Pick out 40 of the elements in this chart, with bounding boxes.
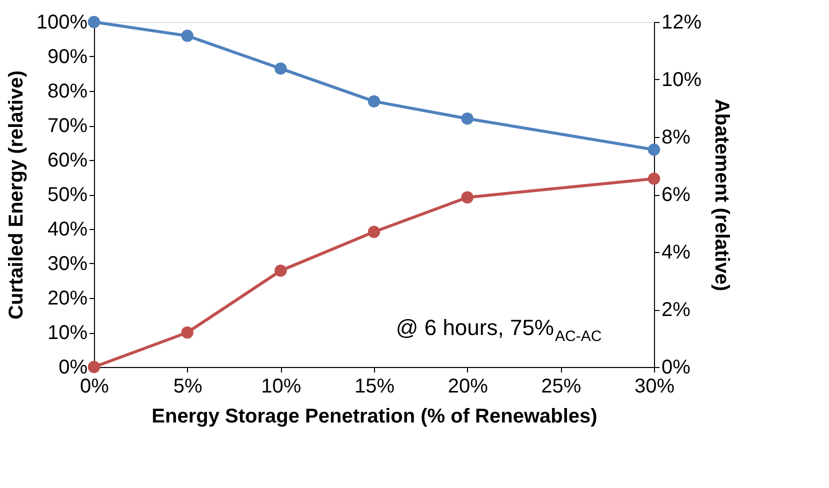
y-tick-label: 90% xyxy=(47,46,88,68)
y-axis-title: Curtailed Energy (relative) xyxy=(5,70,28,320)
y-tick-label: 40% xyxy=(47,218,88,240)
point xyxy=(648,144,660,156)
point xyxy=(88,16,100,28)
x-tick-label: 5% xyxy=(173,376,203,398)
y-tick-label: 0% xyxy=(58,356,88,378)
point xyxy=(461,191,474,204)
y2-tick-label: 0% xyxy=(662,356,691,378)
x-tick-label: 25% xyxy=(541,376,582,398)
y-tick-label: 20% xyxy=(47,288,88,310)
x-tick-label: 10% xyxy=(261,376,302,398)
x-axis-title: Energy Storage Penetration (% of Renewables) xyxy=(152,406,598,428)
point xyxy=(368,226,380,238)
point xyxy=(181,326,194,339)
y-tick-label: 30% xyxy=(47,253,88,275)
y2-axis-title: Abatement (relative) xyxy=(710,98,733,292)
y-tick-label: 60% xyxy=(47,150,88,172)
y-tick-label: 100% xyxy=(36,12,88,34)
point xyxy=(88,360,100,374)
y-tick-label: 10% xyxy=(47,322,88,344)
point xyxy=(368,95,380,108)
point xyxy=(461,112,474,125)
point xyxy=(648,172,660,185)
point xyxy=(181,30,194,42)
x-tick-label: 0% xyxy=(80,376,110,398)
y2-tick-label: 12% xyxy=(662,12,702,34)
y2-tick-label: 6% xyxy=(662,184,691,206)
y2-tick-label: 4% xyxy=(662,242,691,264)
y-tick-label: 50% xyxy=(47,184,88,206)
point xyxy=(274,62,287,75)
x-tick-label: 20% xyxy=(448,376,488,398)
y2-tick-label: 10% xyxy=(662,69,702,91)
y-tick-label: 70% xyxy=(47,115,88,137)
y2-tick-label: 8% xyxy=(662,126,691,148)
x-tick-label: 30% xyxy=(634,376,675,398)
y-tick-label: 80% xyxy=(47,80,88,102)
x-tick-label: 15% xyxy=(354,376,395,398)
point xyxy=(274,264,287,277)
y2-tick-label: 2% xyxy=(662,299,691,321)
